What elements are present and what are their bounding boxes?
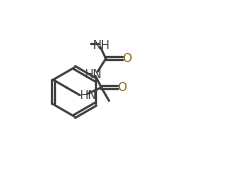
Text: HN: HN xyxy=(80,89,97,102)
Text: NH: NH xyxy=(93,39,110,52)
Text: O: O xyxy=(122,52,132,65)
Text: HN: HN xyxy=(85,68,102,81)
Text: O: O xyxy=(118,81,127,94)
